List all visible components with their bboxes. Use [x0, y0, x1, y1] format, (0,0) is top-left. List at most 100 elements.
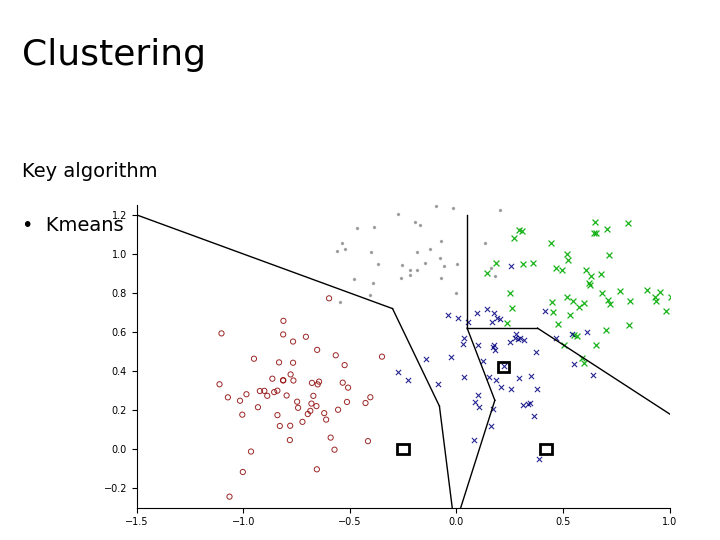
Point [334, 298, 346, 306]
Point [571, 332, 582, 340]
Point [474, 403, 485, 411]
Point [292, 403, 304, 412]
Point [274, 422, 286, 430]
Point [523, 399, 534, 408]
Point [567, 296, 579, 305]
Point [564, 311, 576, 320]
Point [362, 437, 374, 445]
Point [513, 374, 524, 382]
Point [333, 406, 344, 414]
Point [660, 307, 672, 316]
Point [525, 399, 536, 407]
Point [216, 329, 228, 338]
Point [224, 492, 235, 501]
Point [566, 330, 577, 339]
Point [373, 260, 384, 268]
Point [459, 334, 470, 342]
Point [510, 333, 521, 342]
Point [342, 383, 354, 392]
Point [240, 390, 252, 399]
Point [545, 238, 557, 247]
Point [601, 225, 613, 234]
Text: Key algorithm: Key algorithm [22, 162, 157, 181]
Point [312, 380, 323, 389]
Point [377, 352, 388, 361]
Point [540, 307, 552, 315]
Point [517, 226, 528, 235]
Point [579, 299, 590, 308]
Point [489, 346, 500, 354]
Point [485, 264, 497, 272]
Point [392, 368, 404, 376]
Point [395, 274, 407, 282]
Point [348, 274, 360, 283]
Bar [498, 362, 509, 373]
Point [462, 318, 474, 327]
Point [471, 308, 482, 317]
Point [604, 300, 616, 308]
Point [446, 353, 457, 361]
Point [325, 433, 336, 442]
Point [651, 297, 662, 306]
Point [492, 314, 503, 322]
Point [339, 361, 351, 369]
Point [559, 341, 570, 349]
Point [392, 210, 404, 218]
Point [472, 340, 484, 349]
Point [498, 362, 510, 370]
Point [451, 313, 463, 322]
Point [237, 410, 248, 419]
Point [595, 270, 606, 279]
Point [600, 326, 612, 334]
Point [277, 330, 289, 339]
Point [438, 261, 449, 270]
Bar [397, 444, 409, 455]
Point [585, 272, 597, 280]
Point [336, 238, 348, 247]
Point [237, 468, 248, 476]
Point [561, 293, 572, 301]
Point [528, 411, 540, 420]
Point [485, 422, 497, 430]
Point [305, 407, 316, 415]
Point [505, 384, 516, 393]
Point [405, 271, 416, 279]
Point [310, 402, 322, 410]
Text: Clustering: Clustering [22, 38, 206, 72]
Point [581, 327, 593, 336]
Point [443, 310, 454, 319]
Point [568, 331, 580, 340]
Point [306, 399, 318, 408]
Point [234, 396, 246, 405]
Point [512, 334, 523, 343]
Point [505, 303, 517, 312]
Point [447, 204, 459, 212]
Point [569, 360, 580, 368]
Point [603, 251, 614, 260]
Point [614, 287, 626, 295]
Point [480, 239, 491, 247]
Point [527, 258, 539, 267]
Point [505, 338, 516, 347]
Point [351, 224, 362, 232]
Point [436, 273, 447, 282]
Point [590, 228, 602, 237]
Point [588, 371, 599, 380]
Point [596, 288, 608, 297]
Point [649, 293, 660, 302]
Text: •  Kmeans: • Kmeans [22, 216, 123, 235]
Point [481, 305, 492, 314]
Point [339, 245, 351, 253]
Point [517, 401, 528, 410]
Point [323, 294, 335, 302]
Point [602, 296, 613, 305]
Point [573, 302, 585, 311]
Point [562, 250, 573, 259]
Point [562, 256, 574, 265]
Point [624, 296, 636, 305]
Point [277, 376, 289, 384]
Point [266, 374, 278, 383]
Point [366, 248, 377, 256]
Point [495, 383, 507, 391]
Point [495, 315, 506, 323]
